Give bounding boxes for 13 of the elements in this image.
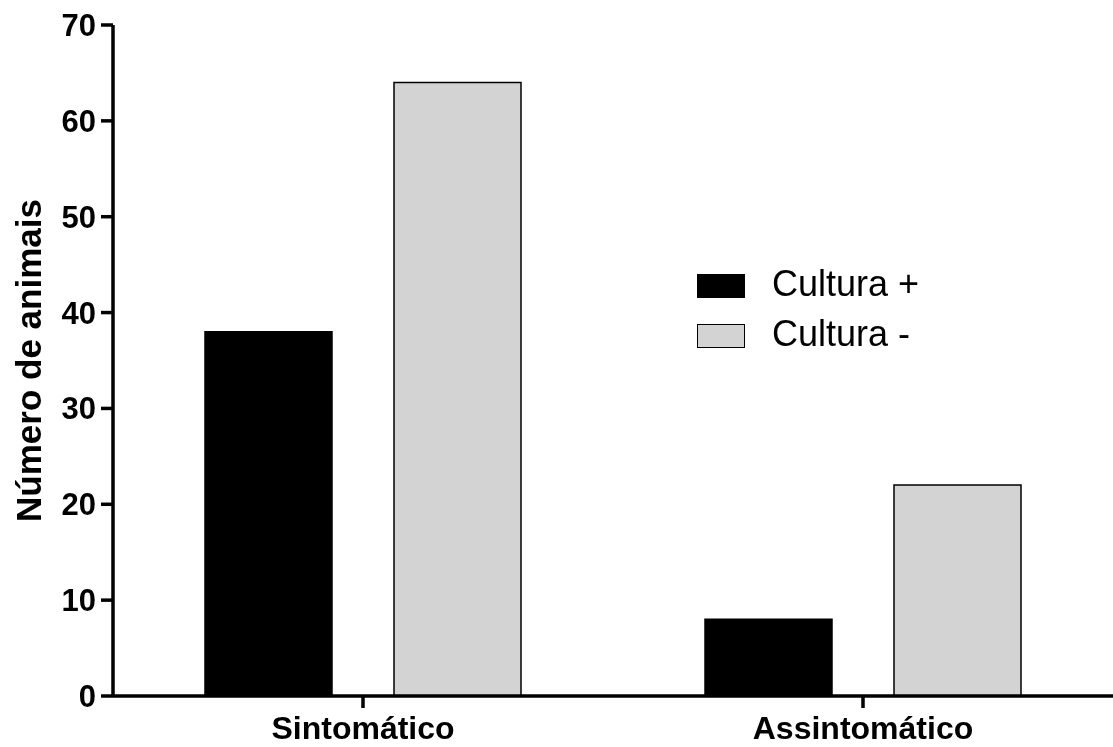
y-tick-label: 0 — [78, 679, 96, 715]
x-tick-label: Assintomático — [752, 709, 974, 746]
y-tick-label: 70 — [61, 8, 96, 44]
y-tick-label: 60 — [61, 103, 96, 139]
legend-label: Cultura + — [772, 263, 920, 304]
y-tick-label: 50 — [61, 199, 96, 235]
legend-label: Cultura - — [772, 313, 911, 354]
y-tick-label: 30 — [61, 391, 96, 427]
y-axis-title: Número de animais — [8, 199, 48, 522]
y-tick-label: 40 — [61, 295, 96, 331]
x-tick-label: Sintomático — [271, 709, 455, 746]
y-tick-label: 10 — [61, 583, 96, 619]
y-tick-label: 20 — [61, 487, 96, 523]
